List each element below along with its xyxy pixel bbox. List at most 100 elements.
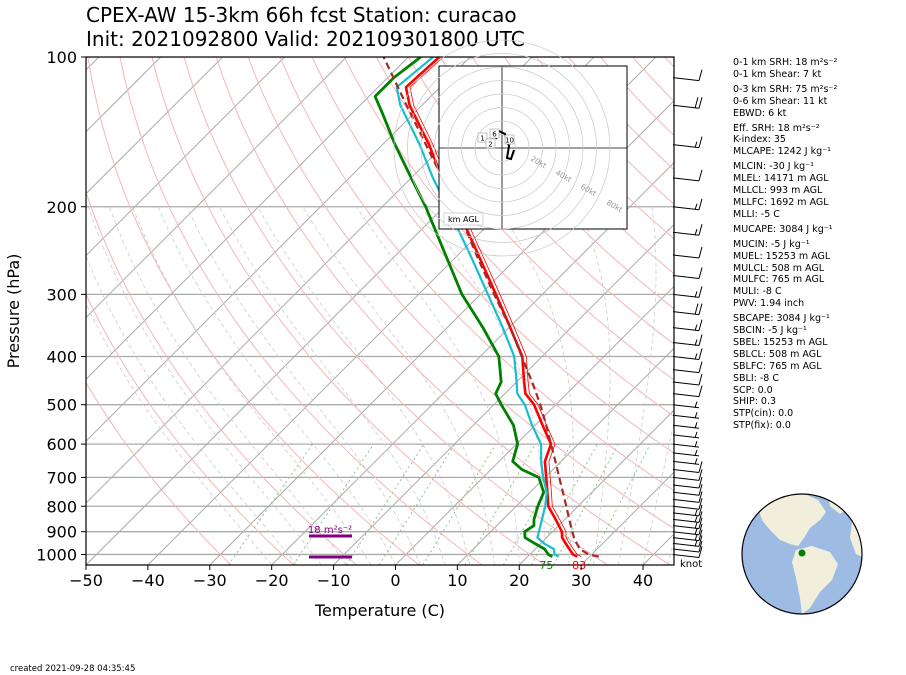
index-line: SHIP: 0.3 (733, 396, 777, 408)
wind-barb (672, 431, 700, 439)
hodo-ring (407, 53, 597, 243)
hodo-ring (461, 107, 543, 189)
mixing-ratio-line (502, 443, 572, 565)
index-line: STP(fix): 0.0 (733, 420, 791, 432)
surface-dewpoint-label: 75 (539, 559, 553, 572)
surface-temperature-label: 83 (572, 559, 586, 572)
index-line: MULFC: 765 m AGL (733, 274, 825, 286)
wind-barb (672, 511, 703, 523)
dry-adiabat (471, 57, 674, 275)
isotherm (209, 100, 674, 565)
plot-frame (85, 56, 675, 566)
index-line: SBLFC: 765 m AGL (733, 360, 822, 372)
isotherm (86, 57, 285, 257)
index-line: MUCIN: -5 J kg⁻¹ (733, 238, 810, 250)
x-tick-label: −30 (193, 571, 227, 590)
dry-adiabat (86, 190, 357, 565)
moist-adiabat (219, 206, 446, 565)
x-tick-label: −10 (317, 571, 351, 590)
moist-adiabat (257, 206, 471, 565)
y-tick-label: 900 (46, 523, 77, 542)
dry-adiabat (343, 57, 674, 417)
dry-adiabat (279, 57, 674, 492)
wind-barb (672, 401, 700, 409)
index-line: MLCAPE: 1242 J kg⁻¹ (733, 146, 831, 158)
hodo-height-label: 2 (488, 141, 492, 149)
index-line: 0-1 km Shear: 7 kt (733, 68, 822, 80)
station-marker (798, 549, 806, 557)
wind-barb (672, 198, 703, 211)
y-tick-label: 700 (46, 468, 77, 487)
hodo-units-label: km AGL (448, 215, 480, 224)
wind-barb (672, 69, 703, 82)
wind-barb (672, 267, 703, 280)
wind-barb (672, 334, 703, 347)
x-axis-label: Temperature (C) (314, 601, 445, 620)
y-axis-label: Pressure (hPa) (4, 254, 23, 369)
moist-adiabat (132, 206, 372, 565)
wind-barb (672, 484, 703, 496)
indices-panel: 0-1 km SRH: 18 m²s⁻² 0-1 km Shear: 7 kt 0-… (733, 57, 837, 432)
dry-adiabat (407, 57, 674, 345)
isotherm (86, 57, 347, 319)
index-line: K-index: 35 (733, 134, 786, 146)
moist-adiabat (86, 255, 297, 565)
x-tick-label: 0 (390, 571, 400, 590)
dry-adiabat (119, 57, 483, 565)
isotherm (271, 161, 674, 565)
hodo-ring (420, 66, 584, 230)
srh-label: 18 m²s⁻² (308, 525, 352, 536)
y-tick-label: 100 (46, 48, 77, 67)
wind-barb (672, 546, 703, 558)
mixing-ratio-line (345, 443, 425, 565)
wind-barb (672, 373, 703, 386)
mixing-ratio-line (464, 443, 536, 565)
wind-barb (672, 517, 703, 530)
x-tick-label: 30 (571, 571, 591, 590)
wind-barb (672, 169, 703, 182)
wind-barb (672, 319, 703, 332)
wind-barb (672, 529, 703, 542)
index-line: 0-1 km SRH: 18 m²s⁻² (733, 57, 838, 68)
index-line: 0-6 km Shear: 11 kt (733, 95, 828, 107)
wind-barb (672, 224, 703, 236)
wind-barb (672, 303, 703, 316)
wetbulb-line (395, 57, 560, 558)
wind-barb (672, 246, 703, 259)
wind-barb (672, 440, 700, 448)
index-line: SBCAPE: 3084 J kg⁻¹ (733, 313, 830, 325)
wind-barb (672, 422, 700, 429)
wind-barb (672, 504, 703, 517)
north-america-land (758, 494, 826, 546)
index-line: SCP: 0.0 (733, 384, 773, 396)
dry-adiabat (87, 57, 420, 565)
dry-adiabat (439, 57, 674, 310)
dry-adiabat (86, 293, 295, 565)
wind-barb (672, 412, 700, 419)
moist-adiabat (577, 206, 611, 565)
hodo-ring (474, 120, 530, 176)
index-line: MULI: -8 C (733, 286, 782, 298)
x-tick-label: −50 (69, 571, 103, 590)
mixing-ratio-line (422, 443, 497, 565)
isotherm (395, 285, 674, 565)
wind-barb (672, 469, 703, 481)
index-line: EBWD: 6 kt (733, 107, 787, 119)
y-tick-label: 300 (46, 285, 77, 304)
south-america-land (792, 546, 838, 614)
index-line: SBCIN: -5 J kg⁻¹ (733, 325, 807, 337)
y-tick-label: 200 (46, 198, 77, 217)
y-tick-label: 400 (46, 348, 77, 367)
isotherm (580, 471, 674, 565)
hodo-ring (447, 93, 557, 203)
wind-barb (672, 491, 703, 503)
wind-barb (672, 97, 703, 109)
dry-adiabat (375, 57, 674, 381)
moist-adiabat (186, 206, 421, 565)
moist-adiabat (87, 206, 322, 565)
wind-barb (672, 385, 703, 398)
hodo-height-label: 1 (480, 135, 484, 143)
isotherm (86, 57, 223, 195)
